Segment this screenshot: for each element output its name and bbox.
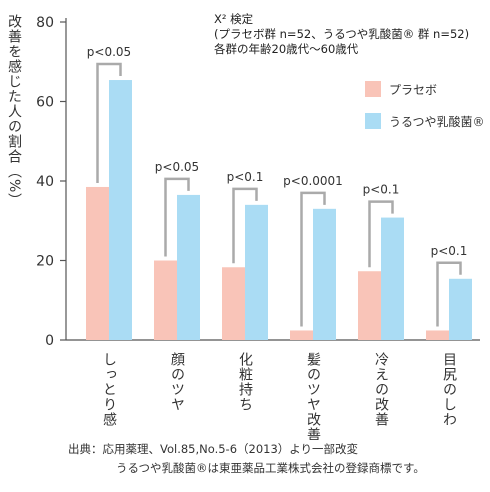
x-tick-label: 化粧持ち [237, 352, 253, 412]
bar-placebo [290, 330, 313, 340]
x-tick-label: しっとり感 [101, 352, 117, 427]
significance-bracket [164, 177, 190, 257]
note-line-1: X² 検定 [214, 12, 254, 26]
legend-item-lactobacillus: うるつや乳酸菌® [365, 110, 485, 132]
y-axis-label: 改善を感じた人の割合（%） [6, 14, 22, 209]
y-axis-label-wrap: 改善を感じた人の割合（%） [4, 14, 22, 214]
significance-label: p<0.05 [155, 160, 199, 174]
bar-placebo [426, 330, 449, 340]
significance-bracket [96, 62, 122, 183]
bar-placebo [222, 267, 245, 340]
significance-bracket [300, 191, 326, 327]
significance-label: p<0.1 [431, 244, 468, 258]
legend-label-lactobacillus: うるつや乳酸菌® [389, 114, 485, 129]
x-tick-label: 目尻のしわ [441, 352, 457, 427]
x-tick-label: 顔のツヤ [169, 352, 185, 412]
legend-label-placebo: プラセボ [389, 82, 438, 97]
significance-bracket [436, 261, 462, 327]
bar-placebo [154, 260, 177, 340]
y-tick-label: 40 [36, 174, 54, 190]
x-tick-label: 髪のツヤ改善 [305, 352, 321, 440]
y-tick-label: 60 [36, 95, 54, 111]
bar-lactobacillus [381, 217, 404, 340]
significance-bracket [368, 200, 394, 268]
y-tick-label: 0 [45, 333, 54, 349]
significance-label: p<0.1 [227, 170, 264, 184]
x-tick-label: 冷えの改善 [373, 352, 389, 427]
bar-lactobacillus [245, 204, 268, 340]
footer-trademark: うるつや乳酸菌®は東亜薬品工業株式会社の登録商標です。 [116, 461, 425, 475]
y-tick-label: 20 [36, 254, 54, 270]
legend: プラセボ うるつや乳酸菌® [365, 78, 485, 142]
note-line-2: (プラセボ群 n=52、うるつや乳酸菌® 群 n=52) [214, 27, 470, 41]
legend-swatch-placebo [365, 81, 381, 97]
significance-label: p<0.0001 [283, 174, 343, 188]
significance-label: p<0.05 [87, 45, 131, 59]
test-note: X² 検定 (プラセボ群 n=52、うるつや乳酸菌® 群 n=52) 各群の年齢… [214, 12, 469, 57]
bar-lactobacillus [313, 208, 336, 340]
bar-lactobacillus [109, 80, 132, 340]
note-line-3: 各群の年齢20歳代〜60歳代 [214, 42, 359, 56]
bar-placebo [358, 271, 381, 340]
footer: 出典：応用薬理、Vol.85,No.5-6（2013）より一部改変 うるつや乳酸… [68, 440, 425, 478]
significance-bracket [232, 187, 258, 264]
footer-source: 出典：応用薬理、Vol.85,No.5-6（2013）より一部改変 [68, 442, 359, 456]
y-tick-label: 80 [36, 15, 54, 31]
bar-lactobacillus [449, 278, 472, 340]
significance-label: p<0.1 [363, 183, 400, 197]
bar-chart: 0 20 40 60 80 p<0.05 しっとり感 p<0.05 顔のツヤ p<0.1 化粧持ち p… [36, 15, 480, 440]
legend-swatch-lactobacillus [365, 113, 381, 129]
legend-item-placebo: プラセボ [365, 78, 485, 100]
bar-lactobacillus [177, 194, 200, 340]
bar-placebo [86, 186, 109, 340]
